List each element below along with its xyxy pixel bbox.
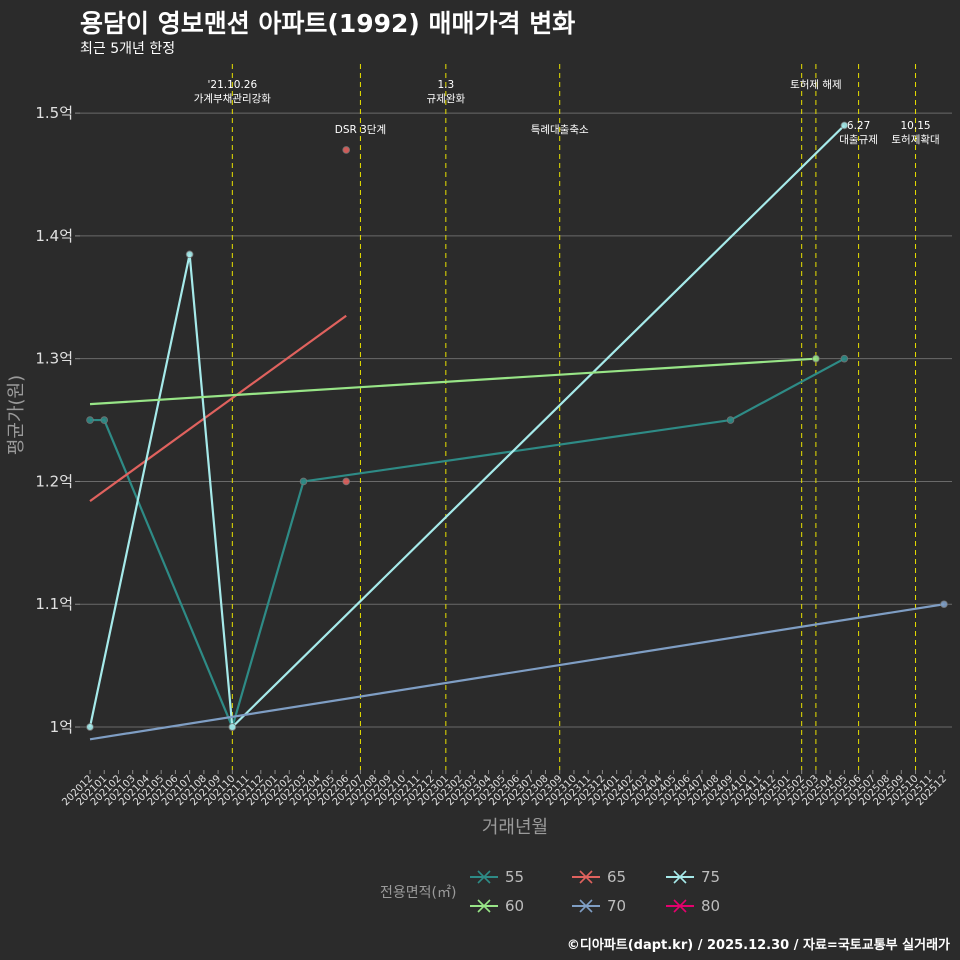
legend-label-65: 65 <box>607 868 626 886</box>
point-55 <box>100 416 109 424</box>
y-tick-label: 1.4억 <box>35 227 73 245</box>
event-label-line: DSR 3단계 <box>335 124 386 136</box>
y-tick-label: 1.2억 <box>35 472 73 490</box>
y-tick-label: 1.3억 <box>35 350 73 368</box>
series-line-70 <box>89 603 945 741</box>
event-label: 6.27 대출규제 <box>839 120 878 146</box>
legend-label-70: 70 <box>607 897 626 915</box>
y-tick-label: 1.1억 <box>35 595 73 613</box>
point-60 <box>812 354 820 363</box>
event-label-line: 6.27 <box>847 120 870 132</box>
source-caption: ©디아파트(dapt.kr) / 2025.12.30 / 자료=국토교통부 실… <box>566 938 950 953</box>
event-label: DSR 3단계 <box>335 124 386 136</box>
event-label-line: 토허제 해제 <box>790 78 842 91</box>
event-label-line: 토허제확대 <box>891 133 939 146</box>
event-label-line: 1.3 <box>437 79 454 91</box>
event-label: '21.10.26 가계부채관리강화 <box>194 79 272 105</box>
point-70 <box>940 600 948 609</box>
y-tick-label: 1.5억 <box>35 104 73 122</box>
point-65 <box>342 146 351 154</box>
point-65 <box>342 477 351 486</box>
point-55 <box>299 477 308 486</box>
point-75 <box>840 121 849 130</box>
event-label-line: 규제완화 <box>427 92 466 105</box>
event-label-line: 10.15 <box>901 120 931 132</box>
series-line-65 <box>89 314 347 502</box>
y-axis-title: 평균가(원) <box>6 375 27 455</box>
series-line-60 <box>89 357 816 406</box>
event-label-line: 특례대출축소 <box>531 124 589 136</box>
chart-subtitle: 최근 5개년 한정 <box>80 41 176 57</box>
point-55 <box>86 416 94 424</box>
event-label: 1.3 규제완화 <box>427 79 466 105</box>
legend-key-cross-60 <box>477 899 491 913</box>
legend-key-cross-55 <box>477 870 491 884</box>
chart-title: 용담이 영보맨션 아파트(1992) 매매가격 변화 <box>80 9 576 38</box>
legend-label-55: 55 <box>505 868 524 886</box>
point-75 <box>228 723 237 731</box>
series-line-75 <box>88 124 846 729</box>
legend-key-cross-70 <box>579 899 593 913</box>
legend-key-cross-75 <box>673 870 687 884</box>
axis-layer: 1억1.1억1.2억1.3억1.4억1.5억202012202101202102… <box>35 104 949 808</box>
legend-label-75: 75 <box>701 868 720 886</box>
legend-key-cross-65 <box>579 870 593 884</box>
event-label: 특례대출축소 <box>531 124 589 136</box>
legend: 전용면적(㎡) 55 65 75 60 70 80 <box>380 868 720 915</box>
event-label: 토허제 해제 <box>790 78 842 91</box>
event-label: 10.15 토허제확대 <box>891 120 939 146</box>
point-55 <box>726 416 735 424</box>
legend-label-80: 80 <box>701 897 720 915</box>
event-label-line: '21.10.26 <box>208 79 258 91</box>
point-75 <box>86 723 94 731</box>
grid-layer <box>80 112 952 728</box>
x-axis-title: 거래년월 <box>482 817 548 838</box>
event-label-line: 가계부채관리강화 <box>194 93 272 105</box>
point-75 <box>185 250 194 259</box>
legend-label-60: 60 <box>505 897 524 915</box>
legend-title: 전용면적(㎡) <box>380 885 456 901</box>
legend-key-cross-80 <box>673 899 687 913</box>
y-tick-label: 1억 <box>50 718 73 736</box>
point-layer <box>86 121 948 731</box>
point-55 <box>840 354 849 363</box>
event-label-line: 대출규제 <box>839 134 878 146</box>
